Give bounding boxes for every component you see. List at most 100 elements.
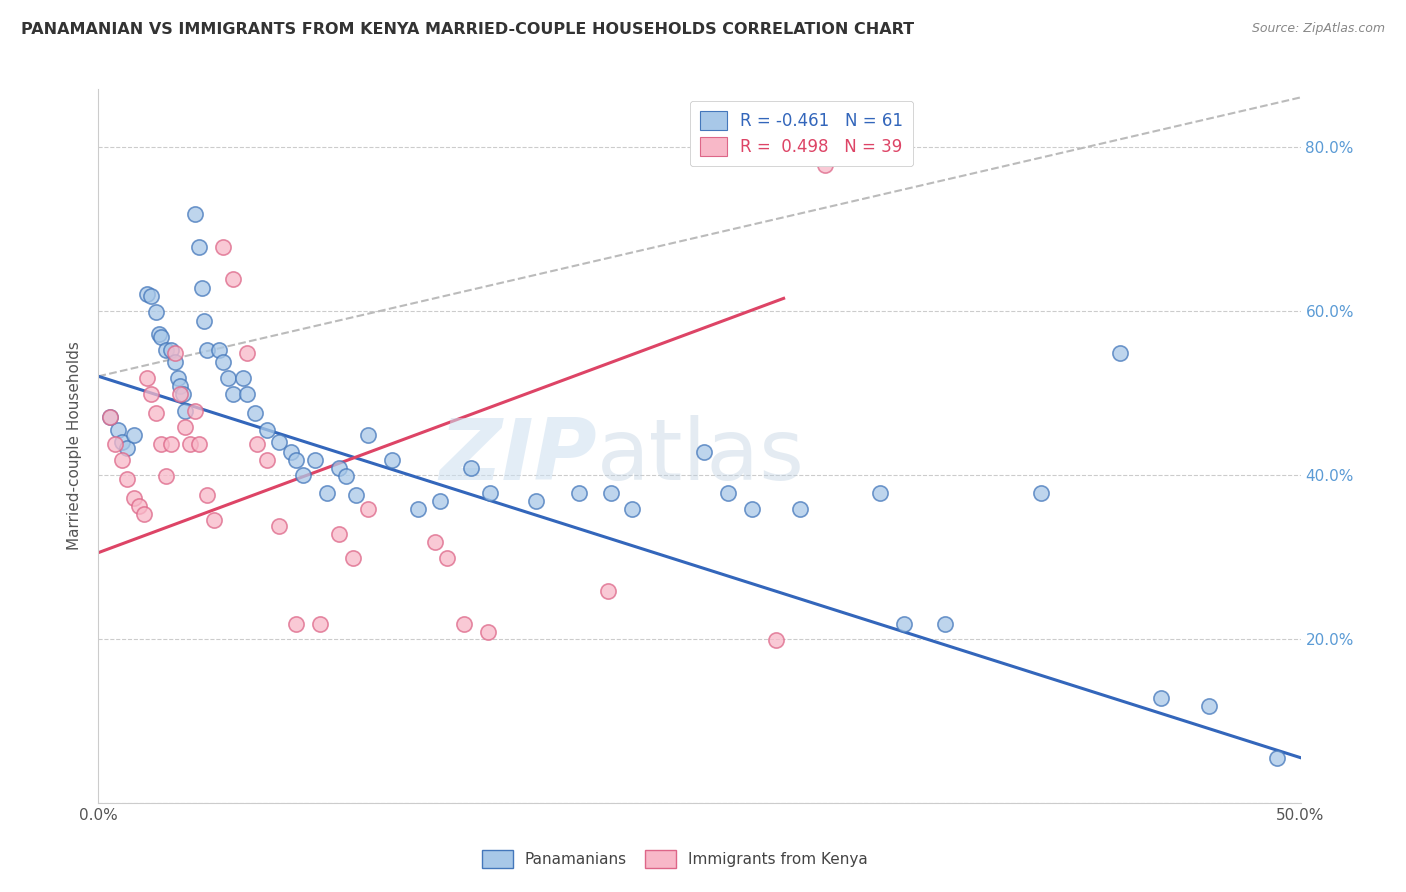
Point bbox=[165, 354, 187, 368]
Point bbox=[934, 617, 956, 632]
Point bbox=[423, 535, 446, 549]
Point bbox=[212, 240, 235, 254]
Legend: R = -0.461   N = 61, R =  0.498   N = 39: R = -0.461 N = 61, R = 0.498 N = 39 bbox=[690, 101, 912, 166]
Point bbox=[598, 584, 620, 599]
Point bbox=[149, 330, 172, 344]
Point bbox=[174, 403, 197, 417]
Point bbox=[124, 428, 146, 442]
Point bbox=[342, 551, 364, 566]
Point bbox=[267, 434, 290, 449]
Point bbox=[232, 371, 254, 385]
Point bbox=[222, 387, 245, 401]
Point bbox=[145, 406, 167, 420]
Point bbox=[202, 513, 225, 527]
Point bbox=[291, 467, 314, 482]
Point bbox=[280, 444, 302, 458]
Point bbox=[357, 502, 380, 516]
Point bbox=[284, 453, 307, 467]
Point bbox=[1198, 698, 1220, 713]
Point bbox=[893, 617, 915, 632]
Point bbox=[107, 423, 129, 437]
Point bbox=[453, 617, 475, 632]
Point bbox=[100, 410, 122, 425]
Point bbox=[693, 444, 716, 458]
Text: Source: ZipAtlas.com: Source: ZipAtlas.com bbox=[1251, 22, 1385, 36]
Point bbox=[135, 287, 157, 301]
Point bbox=[169, 387, 191, 401]
Point bbox=[117, 442, 139, 456]
Point bbox=[256, 453, 278, 467]
Point bbox=[117, 472, 139, 486]
Point bbox=[183, 403, 205, 417]
Point bbox=[765, 633, 787, 648]
Point bbox=[568, 485, 591, 500]
Text: PANAMANIAN VS IMMIGRANTS FROM KENYA MARRIED-COUPLE HOUSEHOLDS CORRELATION CHART: PANAMANIAN VS IMMIGRANTS FROM KENYA MARR… bbox=[21, 22, 914, 37]
Point bbox=[315, 485, 337, 500]
Point bbox=[621, 502, 644, 516]
Point bbox=[256, 423, 278, 437]
Point bbox=[212, 354, 235, 368]
Point bbox=[236, 346, 259, 360]
Point bbox=[193, 313, 215, 327]
Point bbox=[188, 436, 211, 450]
Point bbox=[328, 461, 350, 475]
Point bbox=[813, 158, 835, 172]
Point bbox=[217, 371, 239, 385]
Point bbox=[111, 434, 134, 449]
Point bbox=[381, 453, 404, 467]
Point bbox=[169, 379, 191, 393]
Point bbox=[188, 240, 211, 254]
Point bbox=[267, 518, 290, 533]
Point bbox=[149, 436, 172, 450]
Point bbox=[284, 617, 307, 632]
Point bbox=[155, 469, 177, 483]
Point bbox=[159, 436, 181, 450]
Point bbox=[246, 436, 269, 450]
Point bbox=[145, 305, 167, 319]
Point bbox=[222, 272, 245, 286]
Point bbox=[1109, 346, 1132, 360]
Point bbox=[236, 387, 259, 401]
Point bbox=[436, 551, 458, 566]
Text: atlas: atlas bbox=[598, 415, 806, 499]
Point bbox=[148, 326, 170, 341]
Point bbox=[344, 488, 367, 502]
Point bbox=[717, 485, 740, 500]
Point bbox=[869, 485, 891, 500]
Point bbox=[141, 387, 163, 401]
Point bbox=[208, 343, 231, 357]
Point bbox=[159, 343, 181, 357]
Point bbox=[124, 491, 146, 505]
Text: ZIP: ZIP bbox=[440, 415, 598, 499]
Point bbox=[166, 371, 188, 385]
Point bbox=[183, 207, 205, 221]
Point bbox=[1029, 485, 1052, 500]
Point bbox=[155, 343, 177, 357]
Point bbox=[599, 485, 621, 500]
Point bbox=[179, 436, 201, 450]
Point bbox=[111, 453, 134, 467]
Point bbox=[1150, 690, 1173, 705]
Point bbox=[406, 502, 429, 516]
Point bbox=[429, 494, 451, 508]
Point bbox=[195, 343, 218, 357]
Point bbox=[789, 502, 811, 516]
Point bbox=[165, 346, 187, 360]
Point bbox=[195, 488, 218, 502]
Point bbox=[172, 387, 194, 401]
Point bbox=[141, 289, 163, 303]
Point bbox=[357, 428, 380, 442]
Point bbox=[243, 406, 266, 420]
Point bbox=[741, 502, 763, 516]
Point bbox=[335, 469, 357, 483]
Point bbox=[191, 281, 214, 295]
Point bbox=[135, 371, 157, 385]
Point bbox=[328, 526, 350, 541]
Point bbox=[128, 499, 150, 513]
Point bbox=[174, 420, 197, 434]
Point bbox=[479, 485, 502, 500]
Point bbox=[304, 453, 326, 467]
Y-axis label: Married-couple Households: Married-couple Households bbox=[67, 342, 83, 550]
Point bbox=[477, 625, 499, 640]
Point bbox=[132, 507, 155, 521]
